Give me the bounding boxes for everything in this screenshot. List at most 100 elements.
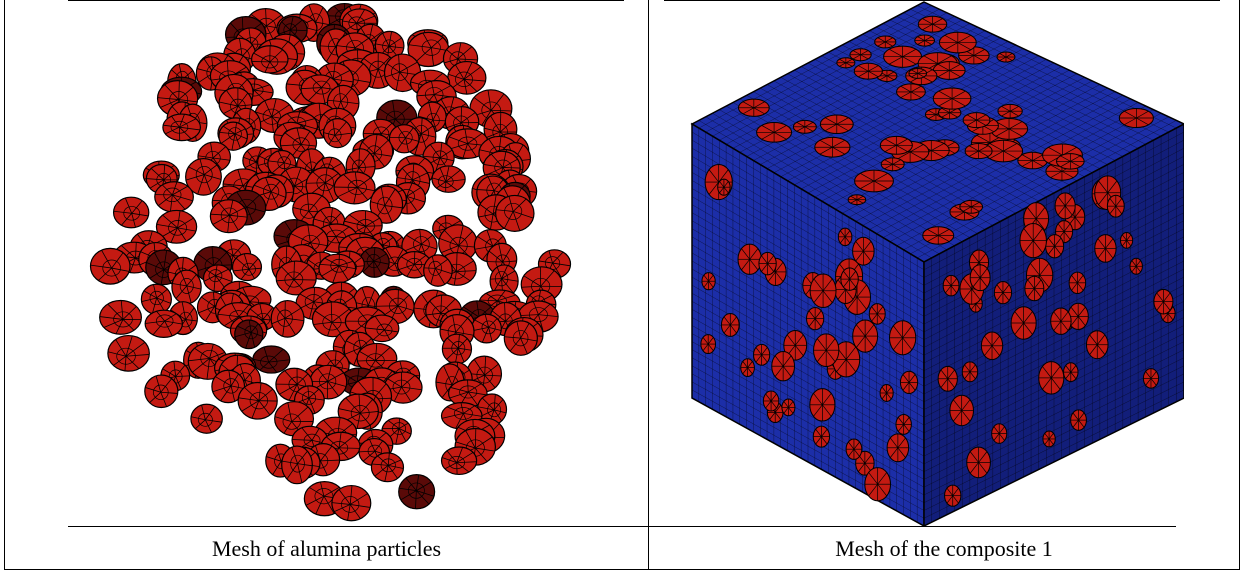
alumina-particles-svg	[89, 2, 572, 522]
particle-section	[1056, 153, 1085, 170]
particle-section	[868, 303, 886, 325]
particle-section	[737, 98, 770, 117]
table-top-rule-right	[664, 0, 1220, 1]
particle-section	[969, 264, 991, 292]
particle-section	[1119, 232, 1134, 249]
particle	[440, 446, 478, 476]
particle	[495, 194, 535, 232]
particle-section	[942, 274, 960, 297]
particle	[423, 254, 453, 287]
particle-section	[991, 423, 1008, 444]
particle-section	[914, 34, 936, 47]
particle-section	[781, 398, 796, 417]
particle-section	[917, 15, 948, 33]
figure-table: Mesh of alumina particles Mesh of the co…	[4, 0, 1240, 570]
particle	[441, 333, 473, 365]
particle-section	[888, 320, 917, 356]
particle-section	[944, 484, 962, 507]
particle-section	[792, 119, 817, 134]
particle-section	[771, 350, 796, 382]
particle	[322, 118, 353, 149]
particle-section	[883, 45, 923, 68]
particle-section	[701, 272, 716, 291]
particle-section	[1106, 194, 1125, 218]
particle-section	[1142, 368, 1160, 389]
alumina-particle-mesh-image	[84, 2, 574, 526]
particle	[318, 253, 357, 284]
particle-section	[849, 48, 872, 62]
particle-section	[853, 62, 883, 80]
particle-section	[922, 226, 955, 245]
particle	[281, 445, 313, 485]
particle-section	[1054, 192, 1076, 220]
particle-section	[938, 31, 977, 54]
particle	[398, 474, 436, 510]
particle-section	[879, 384, 894, 402]
particle	[162, 113, 202, 142]
particle-section	[966, 446, 991, 479]
particle-section	[895, 413, 912, 435]
particle-section	[836, 57, 856, 69]
particle-section	[1153, 288, 1174, 315]
particle	[155, 209, 198, 244]
particle	[99, 299, 143, 335]
particle-section	[852, 319, 879, 353]
particle-section	[1129, 257, 1143, 275]
particle-section	[813, 333, 840, 368]
particle	[431, 165, 466, 193]
table-left-border	[4, 0, 5, 570]
particle-section	[740, 358, 755, 377]
particle	[237, 381, 278, 420]
particle-section	[819, 114, 854, 134]
particle	[364, 314, 400, 343]
particle	[438, 224, 478, 263]
particle-section	[1118, 107, 1154, 129]
particle-section	[1085, 330, 1109, 360]
particle-section	[949, 394, 974, 427]
particle-section	[700, 334, 717, 355]
particle	[251, 45, 289, 74]
particle-section	[880, 157, 905, 172]
particle-section	[809, 273, 837, 309]
particle-section	[756, 122, 793, 143]
particle	[202, 264, 233, 293]
cube-left-face	[691, 122, 925, 526]
particle-section	[753, 343, 771, 366]
particle-section	[964, 143, 993, 160]
particle	[144, 374, 179, 409]
particle-section	[1038, 361, 1065, 395]
particle-section	[737, 243, 762, 275]
particle	[503, 320, 538, 356]
particle	[140, 283, 172, 315]
particle	[252, 345, 291, 374]
particle-section	[783, 329, 808, 361]
particle-section	[1042, 430, 1056, 448]
particle-section	[806, 306, 825, 331]
particle	[270, 299, 305, 338]
particle-section	[879, 135, 913, 155]
composite-cube-mesh-image	[684, 0, 1184, 526]
particle	[112, 196, 150, 229]
particle-section	[1010, 306, 1037, 340]
particle	[356, 342, 398, 375]
particle-section	[937, 365, 958, 392]
particle	[218, 121, 249, 151]
particle	[447, 379, 488, 408]
particle-section	[847, 194, 867, 206]
particle-section	[932, 87, 972, 110]
panel-caption-left: Mesh of alumina particles	[211, 536, 442, 561]
particle	[211, 369, 246, 404]
particle-section	[997, 103, 1023, 119]
particle	[144, 309, 183, 338]
particle-section	[899, 370, 919, 395]
particle	[209, 199, 248, 234]
particle	[333, 171, 376, 205]
particle	[370, 452, 405, 483]
particle	[89, 247, 131, 285]
particle-section	[717, 178, 731, 196]
particle-section	[845, 438, 863, 460]
particle-section	[932, 61, 966, 80]
particle	[359, 246, 390, 278]
table-center-border	[648, 0, 649, 570]
particle-section	[812, 425, 831, 448]
